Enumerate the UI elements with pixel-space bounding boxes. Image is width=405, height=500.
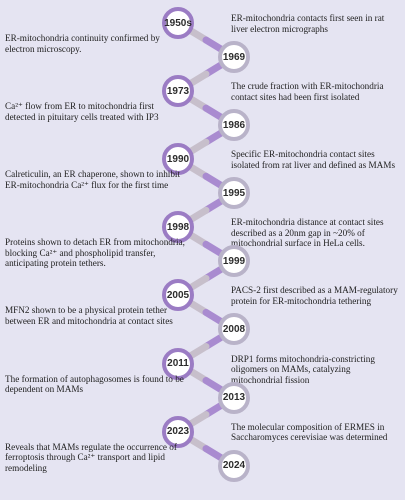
year-node: 1950s <box>162 7 194 39</box>
year-node: 2013 <box>218 381 250 414</box>
event-description: ER-mitochondria continuity confirmed by … <box>5 33 160 54</box>
year-node: 1999 <box>218 245 250 278</box>
event-description: The molecular composition of ERMES in Sa… <box>231 421 388 443</box>
event-description: Specific ER-mitochondria contact sites i… <box>231 149 396 170</box>
year-node: 2023 <box>162 415 194 448</box>
event-description: The formation of autophagosomes is found… <box>5 373 184 395</box>
event-description: Calreticulin, an ER chaperone, shown to … <box>5 169 181 190</box>
year-node: 2011 <box>162 347 194 380</box>
event-description: ER-mitochondria contacts first seen in r… <box>231 13 385 34</box>
event-description: Proteins shown to detach ER from mitocho… <box>5 237 185 269</box>
year-node: 2024 <box>218 449 250 482</box>
event-description: Ca²⁺ flow from ER to mitochondria first … <box>5 101 159 122</box>
year-node: 1998 <box>162 211 194 244</box>
year-node: 1973 <box>162 75 194 108</box>
year-node: 2008 <box>218 313 250 346</box>
event-description: PACS-2 first described as a MAM-regulato… <box>231 285 398 306</box>
event-description: The crude fraction with ER-mitochondria … <box>231 81 384 102</box>
year-node: 1969 <box>218 41 250 74</box>
year-node: 1990 <box>162 143 194 176</box>
event-description: ER-mitochondria distance at contact site… <box>231 217 384 249</box>
year-node: 1995 <box>218 177 250 210</box>
year-node: 2005 <box>162 279 194 312</box>
event-description: MFN2 shown to be a physical protein teth… <box>5 305 173 326</box>
event-description: DRP1 forms mitochondria-constricting oli… <box>231 353 375 385</box>
event-description: Reveals that MAMs regulate the occurrenc… <box>5 441 177 473</box>
year-node: 1986 <box>218 109 250 142</box>
